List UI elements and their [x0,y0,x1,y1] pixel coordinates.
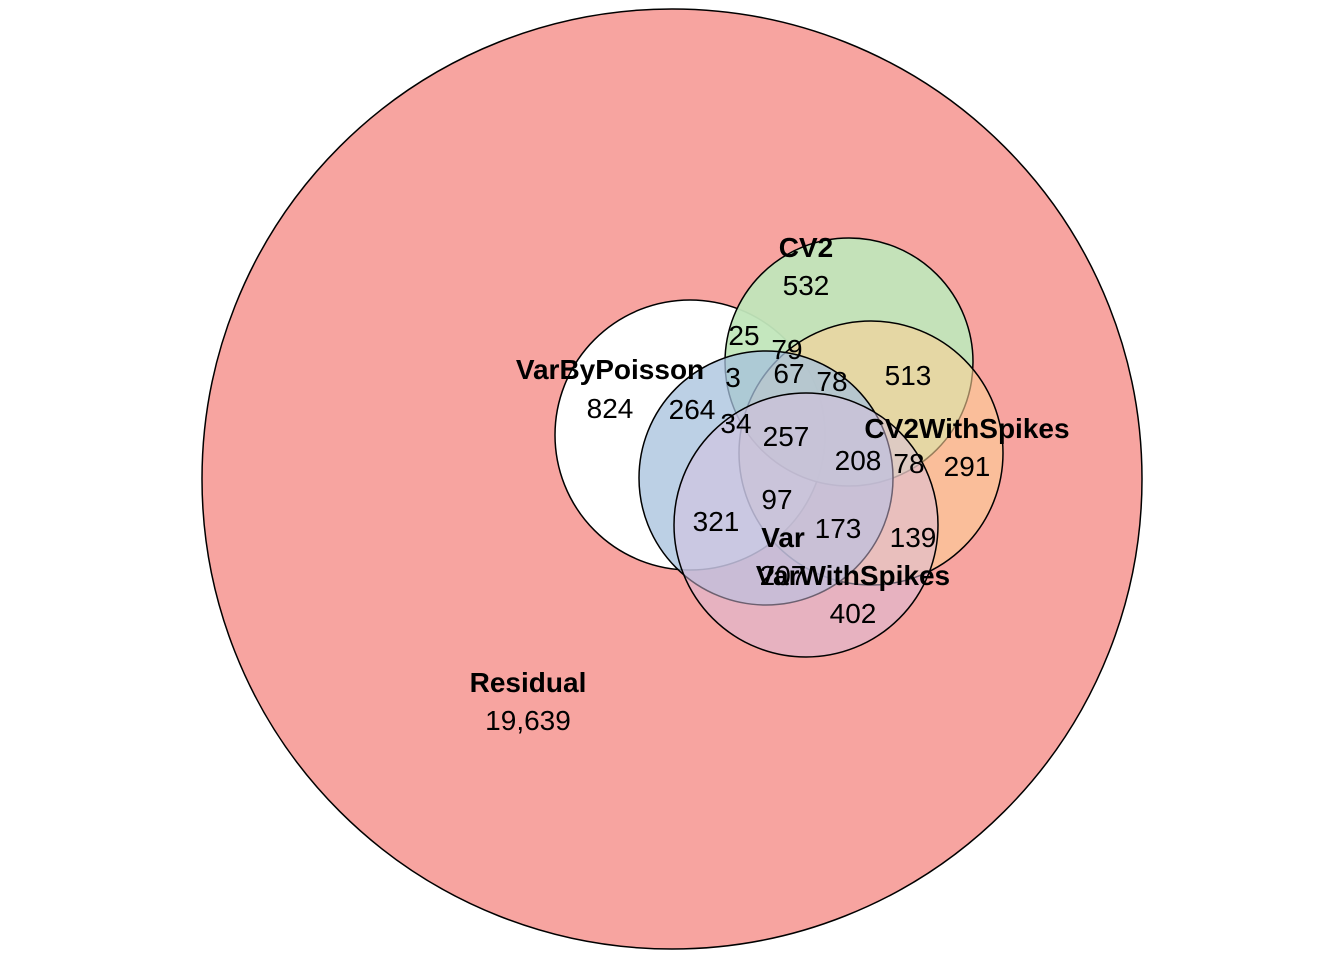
diagram-labels: Residual 19,639 CV2 532 VarByPoisson 824… [470,232,1070,736]
cv2withspikes-count: 291 [944,451,991,482]
varwithspikes-name: VarWithSpikes [756,560,950,591]
var-count: 207 [760,560,807,591]
intersection-count: 78 [816,366,847,397]
varbypoisson-name: VarByPoisson [516,354,704,385]
varwithspikes-circle [673,392,939,658]
intersection-count: 139 [890,522,937,553]
intersection-count: 257 [763,421,810,452]
var-name: Var [761,522,805,553]
intersection-count: 208 [835,445,882,476]
residual-name: Residual [470,667,587,698]
cv2-name: CV2 [779,232,833,263]
intersection-count: 264 [669,394,716,425]
intersection-count: 25 [728,320,759,351]
residual-count: 19,639 [485,705,571,736]
varbypoisson-count: 824 [587,393,634,424]
cv2withspikes-name: CV2WithSpikes [864,413,1069,444]
cv2-count: 532 [783,270,830,301]
intersection-count: 67 [773,358,804,389]
set-circles [201,8,1143,950]
intersection-count: 3 [725,362,741,393]
intersection-count: 34 [720,408,751,439]
intersection-count: 173 [815,513,862,544]
varwithspikes-count: 402 [830,598,877,629]
intersection-count: 513 [885,360,932,391]
intersection-count: 97 [761,484,792,515]
intersection-count: 78 [893,448,924,479]
intersection-count: 79 [771,334,802,365]
intersection-count: 321 [693,506,740,537]
